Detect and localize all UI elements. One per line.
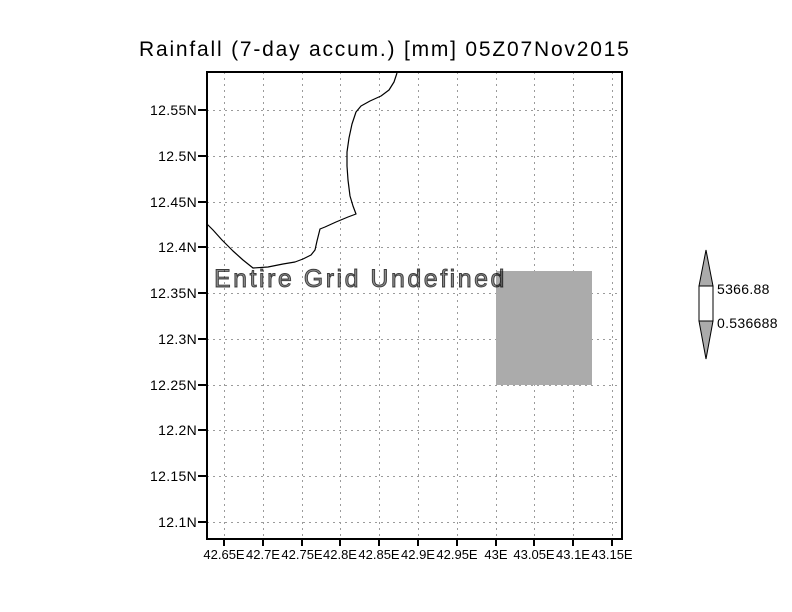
lat-tick [198, 475, 207, 477]
lat-tick-label: 12.35N [150, 285, 197, 301]
lon-gridline [302, 72, 303, 538]
colorbar-band [698, 285, 714, 322]
lat-tick [198, 384, 207, 386]
lon-gridline [379, 72, 380, 538]
lon-tick [223, 538, 225, 546]
plot-title: Rainfall (7-day accum.) [mm] 05Z07Nov201… [139, 38, 631, 61]
lon-gridline [340, 72, 341, 538]
colorbar [698, 249, 714, 360]
lat-gridline [207, 385, 621, 386]
lat-tick [198, 155, 207, 157]
lon-tick [611, 538, 613, 546]
lon-tick-label: 42.65E [203, 547, 245, 562]
lat-gridline [207, 522, 621, 523]
lat-tick [198, 338, 207, 340]
lon-tick-label: 43.1E [556, 547, 590, 562]
lon-tick [417, 538, 419, 546]
lon-tick-label: 42.8E [323, 547, 357, 562]
colorbar-min-label: 0.536688 [717, 315, 778, 331]
lat-tick [198, 201, 207, 203]
lat-tick-label: 12.5N [158, 148, 197, 164]
lon-tick-label: 43.15E [591, 547, 633, 562]
colorbar-arrow-up [698, 249, 714, 287]
lat-gridline [207, 293, 621, 294]
lat-tick [198, 109, 207, 111]
lat-tick [198, 292, 207, 294]
entire-grid-undefined-annotation: Entire Grid Undefined [214, 265, 507, 294]
lon-gridline [224, 72, 225, 538]
lon-tick-label: 43.05E [513, 547, 555, 562]
lon-gridline [418, 72, 419, 538]
lon-tick [339, 538, 341, 546]
lon-tick-label: 42.85E [358, 547, 400, 562]
lat-tick-label: 12.3N [158, 331, 197, 347]
lat-tick-label: 12.4N [158, 239, 197, 255]
lon-tick-label: 42.75E [281, 547, 323, 562]
colorbar-arrow-down [698, 320, 714, 360]
lat-tick-label: 12.55N [150, 102, 197, 118]
lon-tick-label: 42.7E [246, 547, 280, 562]
lat-gridline [207, 156, 621, 157]
lat-gridline [207, 430, 621, 431]
lon-tick [533, 538, 535, 546]
colorbar-max-label: 5366.88 [717, 281, 770, 297]
lat-gridline [207, 247, 621, 248]
lon-tick [572, 538, 574, 546]
lat-gridline [207, 476, 621, 477]
lon-tick [301, 538, 303, 546]
lat-tick-label: 12.25N [150, 377, 197, 393]
lon-gridline [457, 72, 458, 538]
lon-tick [262, 538, 264, 546]
map-frame [206, 71, 623, 540]
lat-tick-label: 12.2N [158, 422, 197, 438]
lat-tick-label: 12.15N [150, 468, 197, 484]
lon-tick-label: 43E [484, 547, 508, 562]
lon-tick [495, 538, 497, 546]
lat-gridline [207, 110, 621, 111]
lat-tick-label: 12.45N [150, 194, 197, 210]
lon-gridline [612, 72, 613, 538]
lon-tick-label: 42.95E [436, 547, 478, 562]
undefined-data-cell [496, 271, 592, 385]
lon-gridline [263, 72, 264, 538]
lat-tick [198, 429, 207, 431]
lat-tick [198, 521, 207, 523]
lat-gridline [207, 202, 621, 203]
lon-tick [378, 538, 380, 546]
lon-tick [456, 538, 458, 546]
lon-tick-label: 42.9E [401, 547, 435, 562]
lat-gridline [207, 339, 621, 340]
lat-tick-label: 12.1N [158, 514, 197, 530]
lat-tick [198, 246, 207, 248]
